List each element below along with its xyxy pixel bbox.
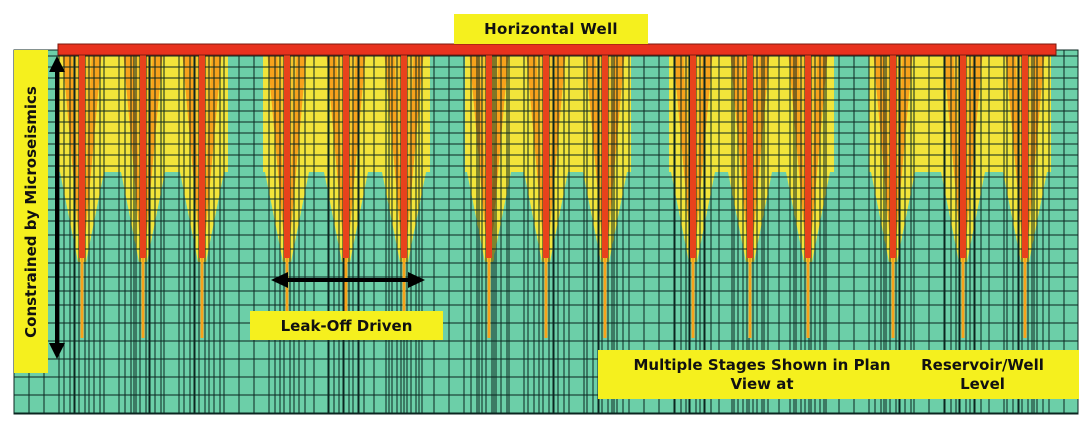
stage-1-frac-2-tail [141, 258, 145, 338]
stage-1-frac-1-tail [80, 258, 84, 338]
stage-2-frac-3-tail [402, 258, 406, 338]
vertical-arrow-head-bottom [49, 343, 65, 359]
stage-4-frac-1-tail [691, 258, 695, 338]
stage-2-frac-3-core [401, 50, 407, 258]
stage-2-frac-1-core [284, 50, 290, 258]
leak-off-driven-label: Leak-Off Driven [250, 311, 443, 340]
stages-label-line2: Reservoir/Well Level [921, 355, 1044, 393]
horizontal-arrow-head-right [408, 272, 425, 288]
horizontal-well-bar [57, 43, 1057, 56]
stage-5-frac-2-core [960, 50, 966, 258]
stage-3-frac-1-tail [487, 258, 491, 338]
stage-1-frac-3-core [199, 50, 205, 258]
horizontal-well-label: Horizontal Well [454, 14, 648, 44]
stage-1-frac-1-core [79, 50, 85, 258]
multiple-stages-label: Multiple Stages Shown in Plan View at Re… [598, 350, 1079, 399]
stage-3-frac-3-core [602, 50, 608, 258]
stage-2-frac-2-core [343, 50, 349, 258]
stage-4-frac-2-core [747, 50, 753, 258]
stage-5-frac-1-tail [891, 258, 895, 338]
microseismics-label-text: Constrained by Microseismics [22, 85, 41, 338]
stage-3-frac-1-core [486, 50, 492, 258]
stages-label-line1: Multiple Stages Shown in Plan View at [633, 355, 891, 393]
vertical-arrow-head-top [49, 56, 65, 72]
stage-5-frac-2-tail [961, 258, 965, 338]
stage-5-frac-1-core [890, 50, 896, 258]
fracture-cores [79, 50, 1028, 338]
microseismics-label: Constrained by Microseismics [14, 50, 48, 373]
stage-3-frac-2-core [543, 50, 549, 258]
stage-4-frac-2-tail [748, 258, 752, 338]
vertical-double-arrow [49, 56, 65, 359]
stage-4-frac-1-core [690, 50, 696, 258]
stage-5-frac-3-tail [1023, 258, 1027, 338]
stage-4-frac-3-core [805, 50, 811, 258]
stage-3-frac-3-tail [603, 258, 607, 338]
stage-3-frac-2-tail [544, 258, 548, 338]
stage-2-frac-2-tail [344, 258, 348, 338]
horizontal-arrow-head-left [271, 272, 288, 288]
stage-1-frac-2-core [140, 50, 146, 258]
horizontal-double-arrow [271, 272, 425, 288]
stage-1-frac-3-tail [200, 258, 204, 338]
stage-4-frac-3-tail [806, 258, 810, 338]
stage-5-frac-3-core [1022, 50, 1028, 258]
stage-2-frac-1-tail [285, 258, 289, 338]
